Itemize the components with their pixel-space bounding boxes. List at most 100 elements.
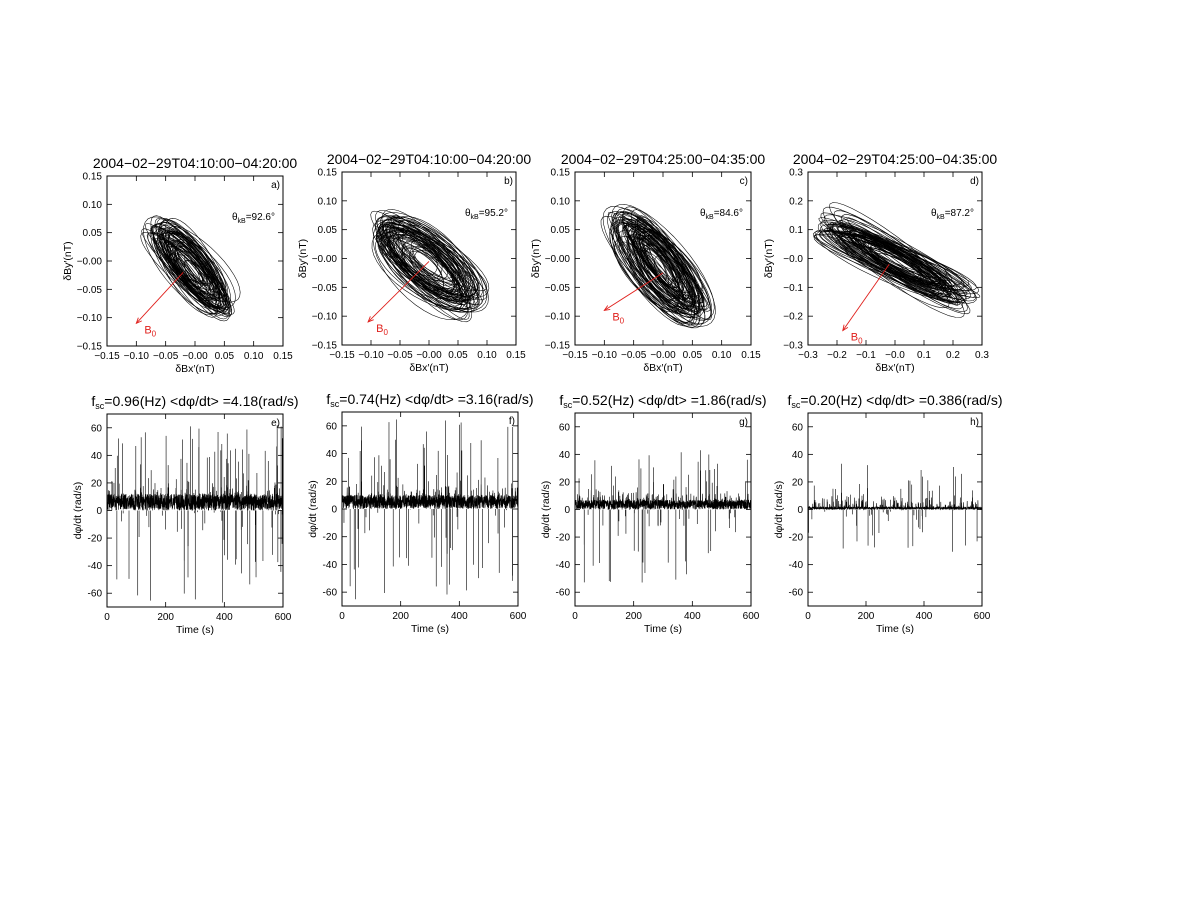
- y-tick-label: 0: [797, 505, 803, 516]
- x-axis-label: Time (s): [411, 623, 449, 635]
- y-tick-label: 0.3: [789, 168, 803, 179]
- x-tick-label: 600: [974, 611, 991, 622]
- y-tick-label: 60: [91, 423, 103, 434]
- x-tick-label: −0.0: [885, 350, 905, 361]
- x-tick-label: 0: [805, 611, 811, 622]
- hodogram-loop: [402, 246, 443, 279]
- panel-title: fsc=0.20(Hz) <dφ/dt> =0.386(rad/s): [788, 392, 1003, 410]
- b0-arrow: [604, 272, 664, 311]
- x-tick-label: 400: [216, 612, 233, 623]
- hodogram-loop: [378, 237, 461, 293]
- y-tick-label: 60: [559, 422, 571, 433]
- hodogram-loop: [157, 224, 226, 300]
- x-tick-label: 400: [451, 611, 468, 622]
- hodogram-loop: [370, 210, 468, 305]
- panel-f: 0 200 400 600 -60 -40 -20 0 20 40 60 Time (s) dφ/dt …: [307, 391, 534, 635]
- b0-arrow-head: [603, 305, 611, 312]
- hodogram-loop: [184, 254, 208, 286]
- b0-label: B0: [612, 311, 624, 325]
- hodogram-loop: [167, 253, 203, 290]
- x-tick-label: 400: [684, 611, 701, 622]
- plot-area: [342, 419, 518, 600]
- x-axis-label: Time (s): [176, 624, 214, 636]
- x-tick-label: −0.00: [182, 351, 208, 362]
- x-axis-label: δBx′(nT): [643, 362, 682, 374]
- b0-arrow-head: [367, 316, 374, 323]
- y-tick-label: 20: [792, 477, 804, 488]
- hodogram-loop: [152, 227, 236, 309]
- hodogram-loop: [622, 206, 698, 326]
- y-tick-label: 40: [559, 450, 571, 461]
- panel-e: 0 200 400 600 -60 -40 -20 0 20 40 60 Time (s) dφ/dt …: [72, 393, 299, 636]
- hodogram-loop: [614, 235, 691, 312]
- y-tick-label: -20: [88, 534, 103, 545]
- plot-area: [140, 215, 241, 322]
- panel-d: B0 θkB=87.2° −0.3 −0.2 −0.1 −0.0 0.1 0.2 0.3 −0.3…: [763, 151, 997, 374]
- x-tick-label: 200: [858, 611, 875, 622]
- plot-area: [370, 209, 490, 323]
- hodogram-loop: [389, 217, 479, 297]
- x-tick-label: 200: [392, 611, 409, 622]
- x-axis-label: Time (s): [644, 623, 682, 635]
- rate-series: [808, 496, 982, 511]
- y-tick-label: 0.05: [551, 225, 571, 236]
- hodogram-loop: [634, 228, 699, 318]
- b0-arrow-head: [135, 317, 142, 325]
- y-tick-label: 40: [326, 449, 338, 460]
- x-axis-label: δBx′(nT): [175, 363, 214, 375]
- panel-letter: d): [970, 176, 979, 187]
- hodogram-loop: [860, 235, 928, 285]
- hodogram-loop: [631, 236, 690, 299]
- y-tick-label: −0.05: [77, 285, 103, 296]
- hodogram-loop: [372, 219, 471, 320]
- x-tick-label: 0.05: [215, 351, 235, 362]
- x-tick-label: 400: [916, 611, 933, 622]
- theta-kb-label: θkB=84.6°: [700, 208, 743, 221]
- plot-area: [107, 425, 283, 603]
- hodogram-loop: [833, 210, 964, 310]
- panel-title: 2004−02−29T04:10:00−04:20:00: [327, 151, 532, 167]
- hodogram-loop: [154, 218, 231, 315]
- hodogram-loop: [838, 231, 949, 300]
- y-tick-label: 0.10: [83, 200, 103, 211]
- hodogram-loop: [143, 216, 228, 315]
- b0-label: B0: [851, 332, 863, 346]
- hodogram-loop: [389, 234, 469, 297]
- y-axis-label: dφ/dt (rad/s): [72, 482, 84, 540]
- x-tick-label: −0.00: [416, 350, 442, 361]
- plot-frame: [807, 171, 983, 346]
- b0-arrow: [842, 264, 890, 331]
- y-tick-label: -20: [556, 533, 571, 544]
- hodogram-loop: [609, 220, 695, 315]
- panel-g: 0 200 400 600 -60 -40 -20 0 20 40 60 Time (s) dφ/dt …: [540, 392, 767, 635]
- x-tick-label: 600: [275, 612, 292, 623]
- x-tick-label: −0.10: [358, 350, 384, 361]
- plot-area: [812, 202, 981, 318]
- panel-title: 2004−02−29T04:25:00−04:35:00: [561, 151, 766, 167]
- x-tick-label: −0.2: [827, 350, 847, 361]
- b0-label: B0: [376, 323, 388, 337]
- y-tick-label: −0.15: [77, 342, 103, 353]
- hodogram-loop: [632, 243, 676, 297]
- y-tick-label: −0.10: [77, 313, 103, 324]
- x-tick-label: −0.10: [592, 350, 618, 361]
- y-axis-label: δBy′(nT): [530, 239, 542, 278]
- hodogram-loop: [150, 225, 232, 318]
- panel-letter: a): [271, 180, 280, 191]
- hodogram-loop: [627, 231, 693, 313]
- hodogram-loop: [625, 224, 703, 304]
- hodogram-loop: [173, 247, 216, 300]
- hodogram-loop: [377, 235, 475, 309]
- x-tick-label: −0.05: [153, 351, 179, 362]
- y-tick-label: 0.10: [551, 196, 571, 207]
- y-axis-label: dφ/dt (rad/s): [773, 481, 785, 539]
- x-tick-label: 600: [510, 611, 527, 622]
- y-axis-label: dφ/dt (rad/s): [540, 481, 552, 539]
- hodogram-loop: [640, 235, 685, 297]
- y-tick-label: 40: [91, 451, 103, 462]
- hodogram-loop: [854, 240, 940, 284]
- hodogram-loop: [818, 217, 976, 298]
- y-tick-label: 0.10: [318, 196, 338, 207]
- x-tick-label: 0.15: [273, 351, 293, 362]
